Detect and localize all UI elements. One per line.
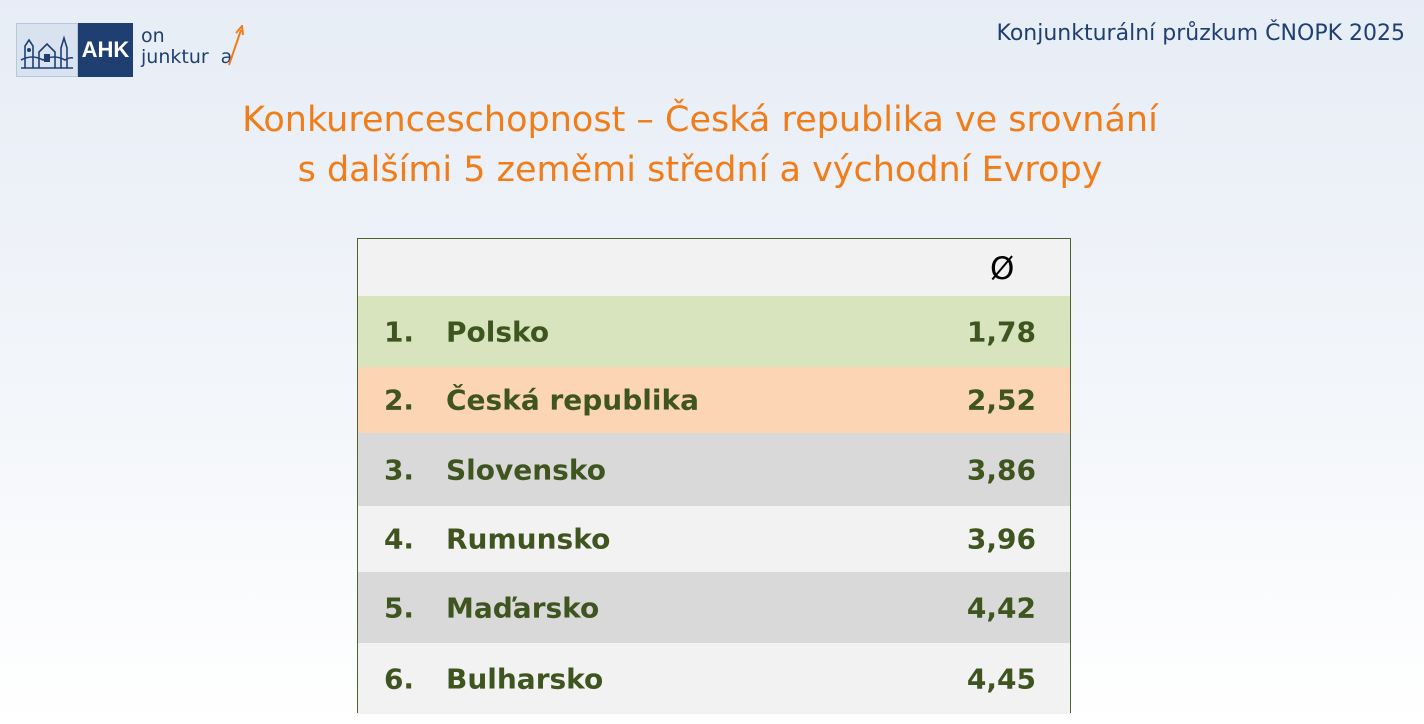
table-header: Ø xyxy=(358,239,1070,296)
slide-title: Konkurenceschopnost – Česká republika ve… xyxy=(0,95,1400,195)
country-cell: Rumunsko xyxy=(446,522,611,556)
table-row: 2. Česká republika 2,52 xyxy=(358,367,1070,433)
country-cell: Bulharsko xyxy=(446,662,604,695)
table-row: 3. Slovensko 3,86 xyxy=(358,433,1070,506)
value-cell: 3,96 xyxy=(966,522,1036,556)
konjunktura-wordmark: on junktur a xyxy=(141,23,244,77)
country-cell: Česká republika xyxy=(446,383,699,417)
country-cell: Slovensko xyxy=(446,453,606,486)
ahk-konjunktura-logo: AHK on junktur a xyxy=(16,23,244,77)
average-symbol: Ø xyxy=(990,251,1015,287)
table-row: 5. Maďarsko 4,42 xyxy=(358,572,1070,643)
rank-cell: 5. xyxy=(383,591,415,624)
table-row: 1. Polsko 1,78 xyxy=(358,296,1070,367)
ranking-table: Ø 1. Polsko 1,78 2. Česká republika 2,52 3. Slo… xyxy=(357,238,1071,714)
logo-line-2-text: junktur xyxy=(141,46,209,68)
growth-arrow-icon xyxy=(228,25,244,66)
value-cell: 2,52 xyxy=(966,383,1036,417)
logo-line-2-end: a xyxy=(220,46,233,68)
table-body: 1. Polsko 1,78 2. Česká republika 2,52 3. Slove… xyxy=(358,296,1070,714)
slide-title-line-2: s dalšími 5 zeměmi střední a východní Ev… xyxy=(297,150,1103,190)
rank-cell: 3. xyxy=(383,453,415,486)
value-cell: 4,45 xyxy=(966,662,1036,695)
rank-cell: 2. xyxy=(383,383,415,417)
survey-title: Konjunkturální průzkum ČNOPK 2025 xyxy=(996,21,1405,46)
country-cell: Polsko xyxy=(446,315,550,348)
ahk-logo-mark: AHK xyxy=(78,23,133,77)
prague-skyline-icon xyxy=(16,23,78,77)
value-cell: 4,42 xyxy=(966,591,1036,624)
table-row: 6. Bulharsko 4,45 xyxy=(358,643,1070,714)
country-cell: Maďarsko xyxy=(446,591,600,624)
rank-cell: 1. xyxy=(383,315,415,348)
slide-title-line-1: Konkurenceschopnost – Česká republika ve… xyxy=(242,100,1158,140)
logo-line-2: junktur a xyxy=(141,47,232,68)
logo-line-1: on xyxy=(141,25,165,47)
rank-cell: 4. xyxy=(383,522,415,556)
value-cell: 3,86 xyxy=(966,453,1036,486)
value-cell: 1,78 xyxy=(966,315,1036,348)
table-row: 4. Rumunsko 3,96 xyxy=(358,506,1070,572)
rank-cell: 6. xyxy=(383,662,415,695)
